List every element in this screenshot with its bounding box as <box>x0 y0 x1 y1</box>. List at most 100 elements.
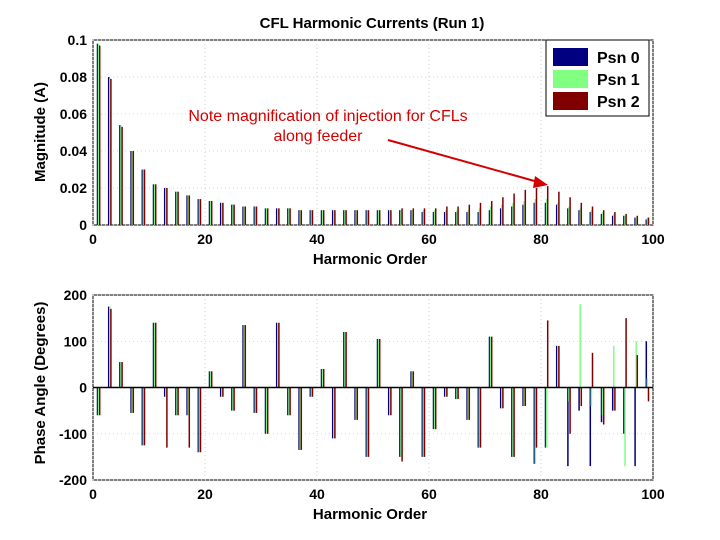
bar-h41-psn2 <box>322 369 325 388</box>
bar-h91-psn1 <box>601 212 604 225</box>
bar-h65-psn1 <box>456 387 458 400</box>
bar-h79-psn1 <box>534 199 537 225</box>
x-tick-label: 80 <box>533 486 549 502</box>
bar-h83-psn2 <box>558 345 560 388</box>
bar-h43-psn0 <box>331 387 334 439</box>
y-tick-label: 0.04 <box>60 143 87 159</box>
magnitude-bars <box>96 43 650 226</box>
bar-h5-psn1 <box>120 125 122 225</box>
bar-h89-psn1 <box>590 387 593 406</box>
bar-h3-psn2 <box>110 308 112 388</box>
bar-h33-psn2 <box>278 208 280 225</box>
bar-h29-psn1 <box>254 387 257 413</box>
bar-h13-psn1 <box>165 188 167 225</box>
bar-h51-psn0 <box>376 338 379 388</box>
bar-h15-psn0 <box>175 191 177 225</box>
x-tick-label: 60 <box>421 486 437 502</box>
bar-h75-psn0 <box>511 206 513 225</box>
bar-h85-psn0 <box>567 387 569 467</box>
bar-h73-psn0 <box>499 387 502 409</box>
x-tick-label: 40 <box>309 486 325 502</box>
bar-h53-psn1 <box>389 210 391 225</box>
bar-h13-psn0 <box>163 387 166 397</box>
bar-h11-psn1 <box>153 322 156 388</box>
bar-h25-psn1 <box>232 204 234 225</box>
bar-h99-psn0 <box>645 341 648 388</box>
bar-h27-psn0 <box>242 206 244 225</box>
bar-h65-psn0 <box>455 387 457 400</box>
bar-h45-psn0 <box>343 332 345 388</box>
bar-h57-psn2 <box>412 371 415 388</box>
bar-h27-psn0 <box>242 325 244 388</box>
bar-h99-psn1 <box>646 217 649 225</box>
phase-angle-chart: -200 -100 0 100 200 0 20 40 60 80 100 Harmonic Or… <box>32 287 665 523</box>
bar-h49-psn0 <box>365 210 368 225</box>
bar-h7-psn1 <box>131 387 133 413</box>
bar-h73-psn1 <box>501 204 503 225</box>
magnitude-y-axis-label: Magnitude (A) <box>32 82 49 182</box>
bar-h49-psn2 <box>367 210 370 225</box>
bar-h29-psn0 <box>253 387 256 413</box>
legend-label-psn1: Psn 1 <box>597 72 640 89</box>
bar-h27-psn1 <box>243 206 245 225</box>
bar-h63-psn1 <box>445 387 447 397</box>
legend-swatch-psn0 <box>553 48 588 66</box>
bar-h51-psn1 <box>377 210 380 225</box>
bar-h45-psn1 <box>344 210 346 225</box>
bar-h51-psn1 <box>377 338 380 388</box>
bar-h69-psn2 <box>479 387 482 448</box>
bar-h79-psn1 <box>534 387 537 464</box>
bar-h39-psn2 <box>311 387 314 397</box>
bar-h91-psn0 <box>600 387 603 423</box>
bar-h3-psn2 <box>110 78 112 225</box>
bar-h23-psn2 <box>222 202 224 225</box>
bar-h41-psn0 <box>320 210 323 225</box>
x-tick-label: 100 <box>641 231 665 247</box>
bar-h65-psn2 <box>457 387 459 400</box>
bar-h19-psn0 <box>197 387 200 453</box>
bar-h19-psn1 <box>198 199 201 225</box>
bar-h17-psn0 <box>186 387 188 416</box>
bar-h43-psn2 <box>334 210 336 225</box>
bar-h89-psn0 <box>589 387 592 467</box>
bar-h33-psn1 <box>277 208 279 225</box>
bar-h69-psn0 <box>477 212 480 225</box>
bar-h53-psn0 <box>387 387 390 416</box>
bar-h63-psn1 <box>445 210 447 225</box>
x-tick-label: 60 <box>421 231 437 247</box>
magnitude-gridlines <box>92 39 654 226</box>
bar-h23-psn1 <box>221 202 223 225</box>
legend-label-psn2: Psn 2 <box>597 94 640 111</box>
bar-h57-psn0 <box>410 371 412 388</box>
bar-h61-psn2 <box>434 387 437 430</box>
bar-h25-psn2 <box>233 387 235 411</box>
bar-h19-psn2 <box>199 199 202 225</box>
bar-h83-psn1 <box>557 202 559 225</box>
bar-h65-psn1 <box>456 210 458 225</box>
bar-h81-psn1 <box>545 199 548 225</box>
bar-h99-psn2 <box>647 387 650 402</box>
bar-h51-psn2 <box>378 210 381 225</box>
bar-h7-psn0 <box>130 387 132 413</box>
bar-h59-psn2 <box>423 387 426 457</box>
bar-h9-psn1 <box>142 169 145 225</box>
phase-x-ticks: 0 20 40 60 80 100 <box>89 486 665 502</box>
bar-h1-psn1 <box>97 43 100 226</box>
bar-h93-psn2 <box>614 212 616 225</box>
bar-h61-psn1 <box>433 387 436 430</box>
bar-h75-psn2 <box>513 193 515 225</box>
magnitude-x-axis-label: Harmonic Order <box>313 251 427 268</box>
bar-h31-psn1 <box>265 208 268 225</box>
magnitude-x-ticks: 0 20 40 60 80 100 <box>89 231 665 247</box>
bar-h93-psn1 <box>613 345 615 388</box>
bar-h21-psn1 <box>209 200 212 225</box>
bar-h47-psn2 <box>356 387 359 420</box>
bar-h55-psn0 <box>399 210 401 225</box>
phase-y-axis-label: Phase Angle (Degrees) <box>32 302 49 465</box>
bar-h19-psn0 <box>197 199 200 225</box>
bar-h87-psn2 <box>580 202 583 225</box>
bar-h81-psn2 <box>546 320 549 388</box>
bar-h7-psn0 <box>130 151 132 225</box>
bar-h19-psn1 <box>198 387 201 453</box>
bar-h95-psn0 <box>623 215 625 225</box>
